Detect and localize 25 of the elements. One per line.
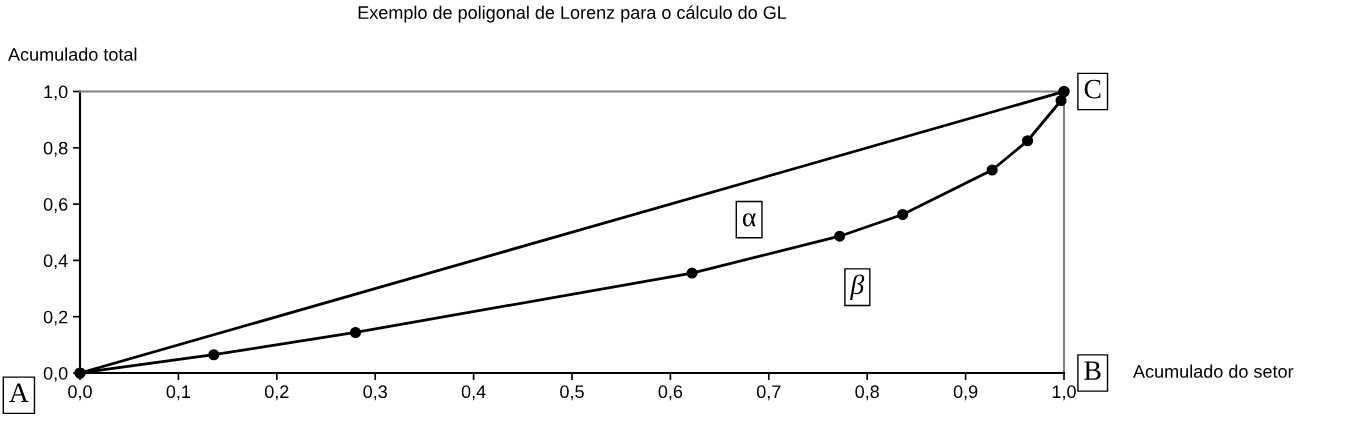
y-axis-title: Acumulado total bbox=[8, 47, 137, 61]
x-tick-label: 0,2 bbox=[264, 385, 289, 401]
y-tick-label: 0,2 bbox=[43, 310, 68, 326]
x-tick-label: 0,3 bbox=[363, 385, 387, 401]
y-tick-label: 1,0 bbox=[44, 85, 68, 101]
x-tick-label: 0,6 bbox=[658, 385, 683, 401]
x-tick-label: 0,7 bbox=[756, 385, 781, 401]
annotation: C bbox=[1084, 79, 1101, 99]
x-tick-label: 0,4 bbox=[461, 385, 486, 401]
x-tick-label: 0,9 bbox=[953, 385, 978, 401]
y-tick-label: 0,6 bbox=[43, 198, 68, 213]
annotation: α bbox=[742, 213, 756, 227]
y-tick-label: 0,0 bbox=[43, 366, 68, 382]
y-tick-label: 0,8 bbox=[43, 141, 68, 157]
x-tick-label: 0,8 bbox=[855, 385, 879, 401]
x-tick-label: 0,0 bbox=[68, 385, 92, 401]
x-tick-label: 1,0 bbox=[1052, 385, 1076, 401]
x-axis-title: Acumulado do setor bbox=[1133, 364, 1294, 378]
annotation: β bbox=[849, 274, 865, 300]
text: B bbox=[1084, 361, 1101, 380]
chart-title: Exemplo de poligonal de Lorenz para o cálculo do GL bbox=[358, 5, 787, 23]
y-tick-label: 0,4 bbox=[43, 254, 68, 270]
x-tick-label: 0,1 bbox=[166, 385, 191, 401]
annotation: A bbox=[9, 383, 29, 402]
x-tick-label: 0,5 bbox=[560, 385, 584, 401]
